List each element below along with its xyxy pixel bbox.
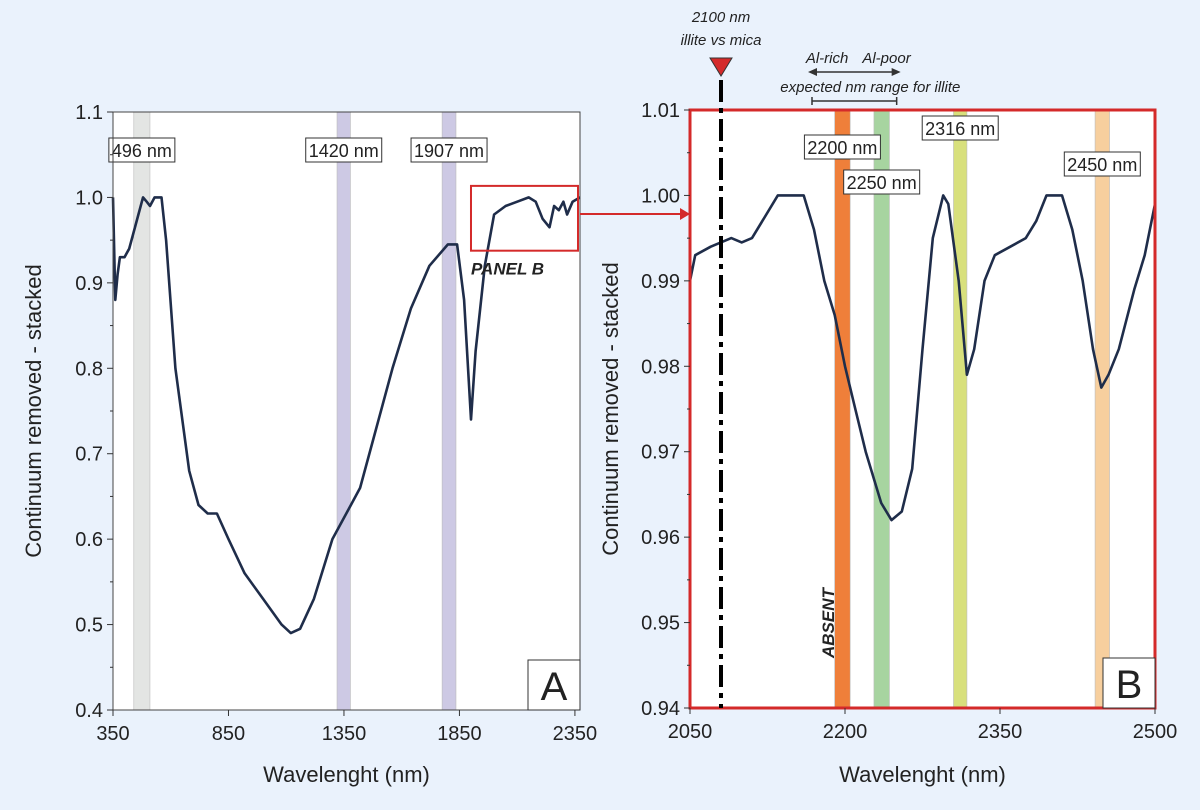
- y-tick-label: 1.00: [641, 185, 680, 207]
- x-tick-label: 2200: [823, 721, 868, 743]
- arrow-right-icon: [891, 68, 901, 76]
- band-label-2250-nm: 2250 nm: [843, 169, 921, 195]
- spectrum-line-B: [688, 194, 1157, 522]
- connector-arrowhead: [680, 208, 690, 220]
- label-box: [843, 169, 921, 195]
- band-label-2316-nm: 2316 nm: [921, 115, 999, 141]
- range-bracket: [811, 97, 898, 105]
- marker-subtitle: illite vs mica: [681, 32, 762, 49]
- y-tick-label: 1.1: [75, 102, 103, 124]
- panel-letter: A: [541, 665, 568, 709]
- y-tick-label: 0.97: [641, 442, 680, 464]
- label-box: [410, 137, 488, 163]
- band-label-2200-nm: 2200 nm: [803, 134, 881, 160]
- x-axis-label: Wavelenght (nm): [839, 762, 1006, 787]
- band-label-text: 2450 nm: [1067, 155, 1137, 175]
- band-label-1907-nm: 1907 nm: [410, 137, 488, 163]
- band-label-2450-nm: 2450 nm: [1063, 151, 1141, 177]
- band-2250-nm: [873, 109, 890, 709]
- y-tick-label: 1.0: [75, 187, 103, 209]
- inset-box: [469, 184, 580, 252]
- band-1907-nm: [441, 111, 457, 711]
- band-1420-nm: [336, 111, 351, 711]
- y-axis-label: Continuum removed - stacked: [21, 264, 46, 557]
- y-tick-label: 0.8: [75, 358, 103, 380]
- x-tick-label: 2350: [978, 721, 1023, 743]
- x-tick-label: 1350: [322, 723, 367, 745]
- band-label-text: 2250 nm: [847, 173, 917, 193]
- y-tick-label: 0.5: [75, 615, 103, 637]
- panel-letter: B: [1116, 663, 1143, 707]
- band-label-text: 1420 nm: [309, 141, 379, 161]
- band-label-text: 2200 nm: [807, 138, 877, 158]
- x-tick-label: 850: [212, 723, 245, 745]
- label-box: [921, 115, 999, 141]
- y-tick-label: 0.7: [75, 444, 103, 466]
- inset-label: PANEL B: [471, 260, 544, 279]
- band-label-496-nm: 496 nm: [108, 137, 176, 163]
- y-tick-label: 0.96: [641, 527, 680, 549]
- label-box: [108, 137, 176, 163]
- x-tick-label: 1850: [437, 723, 482, 745]
- y-tick-label: 1.01: [641, 100, 680, 122]
- absent-label: ABSENT: [819, 586, 838, 659]
- y-tick-label: 0.94: [641, 698, 680, 720]
- x-tick-label: 2500: [1133, 721, 1178, 743]
- x-axis-label: Wavelenght (nm): [263, 762, 430, 787]
- y-tick-label: 0.98: [641, 356, 680, 378]
- al-rich-label: Al-rich: [805, 50, 849, 67]
- x-tick-label: 350: [96, 723, 129, 745]
- y-axis-label: Continuum removed - stacked: [598, 262, 623, 555]
- marker-title: 2100 nm: [691, 9, 750, 26]
- band-label-1420-nm: 1420 nm: [305, 137, 383, 163]
- band-2450-nm: [1094, 109, 1110, 709]
- y-tick-label: 0.9: [75, 273, 103, 295]
- y-tick-label: 0.99: [641, 271, 680, 293]
- arrow-left-icon: [808, 68, 817, 76]
- y-tick-label: 0.6: [75, 529, 103, 551]
- panel-letter-box: [1102, 657, 1156, 709]
- band-label-text: 2316 nm: [925, 119, 995, 139]
- range-label: expected nm range for illite: [780, 79, 960, 96]
- spectrum-line-A: [111, 196, 581, 635]
- x-tick-label: 2350: [553, 723, 598, 745]
- panel-letter-box: [527, 659, 581, 711]
- label-box: [305, 137, 383, 163]
- x-tick-label: 2050: [668, 721, 713, 743]
- label-box: [1063, 151, 1141, 177]
- y-tick-label: 0.95: [641, 613, 680, 635]
- band-label-text: 496 nm: [112, 141, 172, 161]
- y-tick-label: 0.4: [75, 700, 103, 722]
- label-box: [803, 134, 881, 160]
- red-triangle-marker-icon: [709, 57, 733, 77]
- band-2316-nm: [953, 109, 968, 709]
- al-poor-label: Al-poor: [861, 50, 911, 67]
- plot-area-B: [690, 110, 1155, 708]
- band-label-text: 1907 nm: [414, 141, 484, 161]
